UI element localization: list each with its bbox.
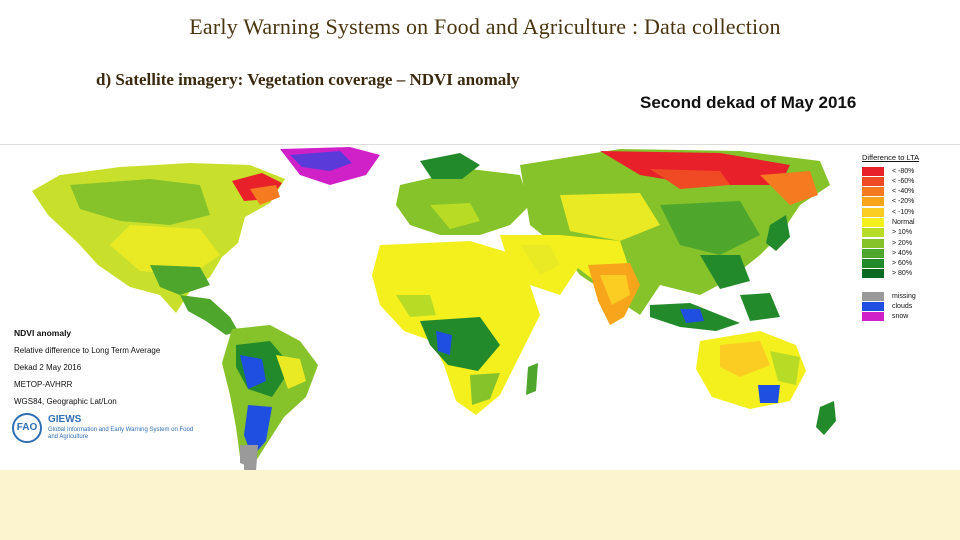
legend-label: clouds — [892, 303, 913, 311]
legend-swatch — [862, 166, 884, 176]
legend-item: > 40% — [862, 248, 958, 258]
world-map — [0, 145, 860, 471]
legend-swatch — [862, 217, 884, 227]
footer-band — [0, 470, 960, 540]
legend-item: < -40% — [862, 187, 958, 197]
madagascar — [526, 363, 538, 395]
legend-swatch — [862, 248, 884, 258]
legend-item: > 60% — [862, 259, 958, 269]
map-info-block: NDVI anomaly Relative difference to Long… — [14, 325, 160, 410]
legend-swatch — [862, 238, 884, 248]
legend-swatch — [862, 176, 884, 186]
info-line-2: Dekad 2 May 2016 — [14, 363, 82, 372]
slide-title: Early Warning Systems on Food and Agricu… — [189, 14, 781, 39]
legend-swatch — [862, 302, 884, 312]
legend-label: > 40% — [892, 249, 913, 257]
legend-item: > 80% — [862, 269, 958, 279]
legend-swatch — [862, 197, 884, 207]
legend-label: < -40% — [892, 188, 915, 196]
legend-title: Difference to LTA — [862, 153, 920, 162]
logo-tagline: Global Information and Early Warning Sys… — [48, 427, 194, 440]
new-zealand — [816, 401, 836, 435]
europe — [396, 169, 530, 235]
legend-item: clouds — [862, 302, 958, 312]
legend-swatch — [862, 187, 884, 197]
logo-name: GIEWS — [48, 414, 82, 425]
legend-swatch — [862, 269, 884, 279]
legend-label: < -10% — [892, 208, 915, 216]
legend-label: > 60% — [892, 260, 913, 268]
slide-subtitle: d) Satellite imagery: Vegetation coverag… — [96, 70, 520, 89]
info-line-4: WGS84, Geographic Lat/Lon — [14, 397, 117, 406]
legend-item: snow — [862, 312, 958, 322]
info-title: NDVI anomaly — [14, 328, 72, 338]
map-legend: Difference to LTA < -80% < -60% < -40% < -2… — [862, 153, 958, 322]
legend-item: missing — [862, 291, 958, 301]
fao-logo-icon: FAO — [12, 413, 42, 443]
legend-label: snow — [892, 313, 909, 321]
central-america — [180, 295, 238, 335]
legend-label: Normal — [892, 218, 915, 226]
legend-swatch — [862, 291, 884, 301]
info-line-1: Relative difference to Long Term Average — [14, 346, 161, 355]
legend-item: < -10% — [862, 207, 958, 217]
japan — [766, 215, 790, 251]
legend-item: Normal — [862, 217, 958, 227]
legend-label: < -80% — [892, 167, 915, 175]
legend-label: < -20% — [892, 198, 915, 206]
legend-label: > 80% — [892, 270, 913, 278]
legend-item: > 20% — [862, 238, 958, 248]
legend-item: < -20% — [862, 197, 958, 207]
legend-swatch — [862, 312, 884, 322]
legend-label: > 20% — [892, 239, 913, 247]
legend-swatch — [862, 228, 884, 238]
legend-swatch — [862, 259, 884, 269]
giews-logo: FAO GIEWS Global Information and Early W… — [12, 413, 193, 447]
ndvi-anomaly-map: NDVI anomaly Relative difference to Long… — [0, 144, 960, 471]
legend-item: < -60% — [862, 176, 958, 186]
info-line-3: METOP-AVHRR — [14, 380, 73, 389]
legend-item: > 10% — [862, 228, 958, 238]
legend-item: < -80% — [862, 166, 958, 176]
period-label: Second dekad of May 2016 — [640, 93, 857, 112]
legend-label: < -60% — [892, 177, 915, 185]
legend-label: missing — [892, 292, 916, 300]
legend-label: > 10% — [892, 229, 913, 237]
legend-swatch — [862, 207, 884, 217]
